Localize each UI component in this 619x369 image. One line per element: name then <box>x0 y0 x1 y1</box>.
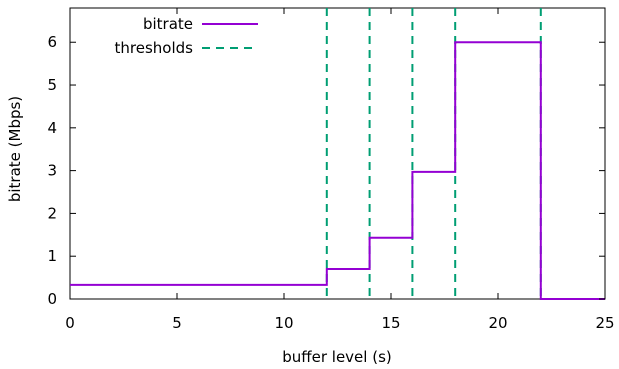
plot-area-border <box>69 7 606 300</box>
x-tick-label: 10 <box>274 314 293 332</box>
x-tick-label: 25 <box>595 314 614 332</box>
y-axis-title: bitrate (Mbps) <box>6 96 24 202</box>
x-axis-title: buffer level (s) <box>282 348 391 366</box>
bitrate-line <box>70 41 605 300</box>
y-tick-label: 4 <box>47 119 57 137</box>
x-tick-label: 20 <box>488 314 507 332</box>
y-tick-label: 6 <box>47 33 57 51</box>
x-tick-label: 0 <box>65 314 75 332</box>
y-tick-label: 3 <box>47 162 57 180</box>
x-tick-label: 15 <box>381 314 400 332</box>
y-tick-label: 0 <box>47 290 57 308</box>
y-tick-label: 1 <box>47 247 57 265</box>
x-tick-label: 5 <box>172 314 182 332</box>
legend-label-thresholds: thresholds <box>115 39 194 57</box>
y-tick-label: 5 <box>47 76 57 94</box>
legend-label-bitrate: bitrate <box>143 15 193 33</box>
y-tick-label: 2 <box>47 204 57 222</box>
